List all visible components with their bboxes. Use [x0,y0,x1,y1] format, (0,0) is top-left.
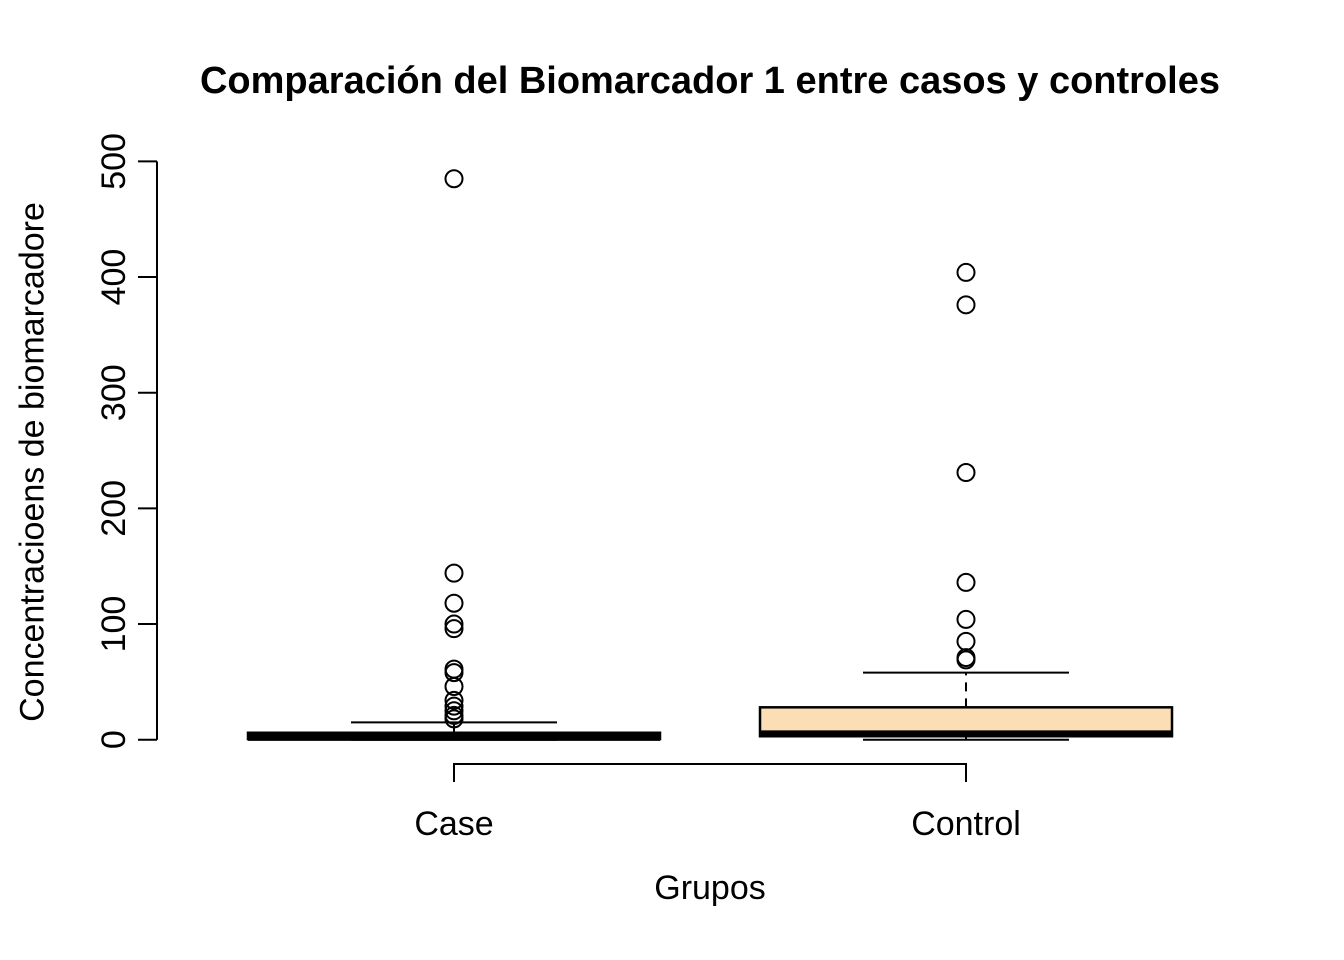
outlier-point [444,676,464,696]
x-axis-line [453,763,967,782]
outlier-point [444,709,464,729]
y-tick-label: 0 [95,730,133,749]
x-axis-label: Grupos [654,869,766,907]
y-tick-label: 500 [95,133,133,190]
y-tick-label: 100 [95,596,133,653]
outlier-point [956,262,976,282]
outlier-point [444,563,464,583]
y-tick-label: 400 [95,249,133,306]
outlier-point [444,593,464,613]
y-tick-label: 300 [95,364,133,421]
outlier-point [444,614,464,634]
x-category-label: Case [414,805,493,843]
outlier-point [444,701,464,721]
outlier-point [956,295,976,315]
outlier-point [444,619,464,639]
outlier-point [444,690,464,710]
outlier-point [956,572,976,592]
outlier-point [956,609,976,629]
x-category-label: Control [911,805,1021,843]
outlier-point [956,631,976,651]
y-tick-label: 200 [95,480,133,537]
outlier-point [444,169,464,189]
outlier-point [956,463,976,483]
outlier-point [444,696,464,716]
outlier-point [956,650,976,670]
chart-title: Comparación del Biomarcador 1 entre caso… [199,60,1221,102]
outlier-point [444,663,464,683]
